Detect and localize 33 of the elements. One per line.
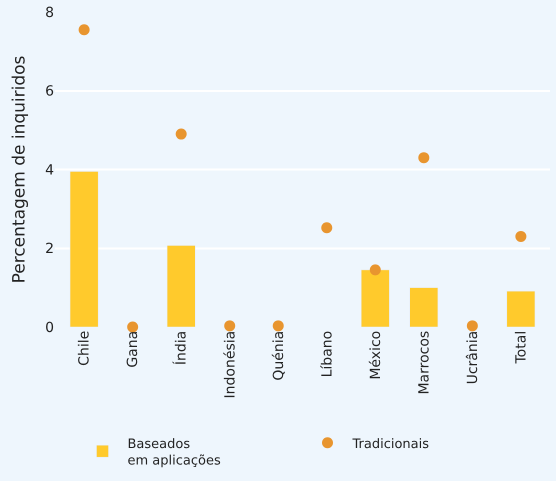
- x-tick-label: Chile: [76, 330, 93, 366]
- y-tick-label: 0: [45, 320, 54, 336]
- point: [176, 128, 187, 140]
- x-tick-label: Total: [513, 330, 530, 365]
- point: [127, 322, 138, 332]
- y-tick-label: 6: [45, 84, 54, 100]
- x-tick-label: Líbano: [319, 330, 336, 378]
- bar: [70, 171, 98, 327]
- point: [515, 230, 526, 242]
- bar: [410, 287, 438, 327]
- point: [370, 264, 381, 276]
- y-tick-label: 2: [45, 241, 54, 258]
- y-tick-label: 4: [45, 162, 54, 178]
- y-axis-title: Percentagem de inquiridos: [10, 55, 30, 284]
- x-tick-label: Ucrânia: [464, 330, 481, 384]
- x-tick-label: Gana: [125, 330, 142, 368]
- bar: [360, 270, 390, 327]
- point: [224, 320, 236, 332]
- x-tick-label: Marrocos: [416, 330, 432, 395]
- point: [321, 222, 332, 234]
- point: [418, 152, 430, 164]
- point: [272, 320, 284, 332]
- x-tick-label: Quénia: [270, 330, 287, 381]
- legend-label: Baseados em aplicações: [128, 436, 221, 469]
- point: [78, 24, 90, 36]
- bar: [166, 245, 196, 327]
- x-tick-label: México: [368, 330, 384, 380]
- x-tick-label: Índia: [172, 330, 190, 366]
- point: [466, 320, 478, 332]
- legend-label: Tradicionais: [352, 436, 430, 452]
- bar: [506, 290, 536, 327]
- y-tick-label: 8: [45, 4, 54, 21]
- x-tick-label: Indonésia: [222, 330, 238, 399]
